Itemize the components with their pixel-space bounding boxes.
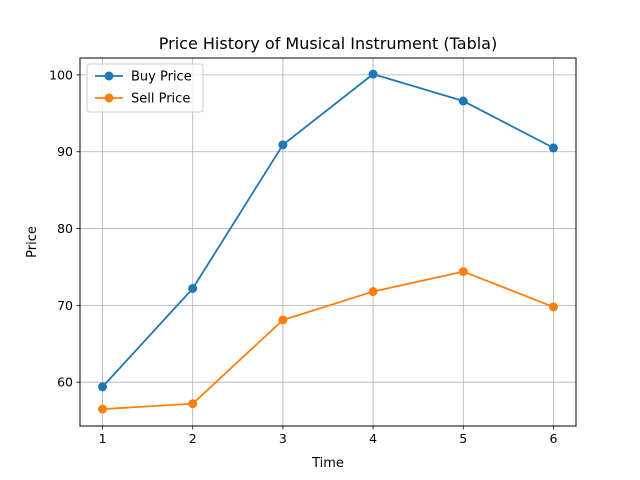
legend-marker: [104, 93, 114, 103]
data-point-buy-price: [188, 283, 198, 293]
series-line-sell-price: [102, 270, 554, 410]
data-point-buy-price: [458, 96, 468, 106]
chart-title: Price History of Musical Instrument (Tab…: [159, 34, 497, 53]
legend-label: Sell Price: [131, 92, 190, 107]
x-tick-label: 1: [99, 431, 107, 446]
x-axis-ticks: 1 2 3 4 5 6: [99, 426, 557, 446]
plot-frame: [79, 57, 577, 427]
y-axis-label: Price: [25, 226, 40, 258]
y-tick-label: 90: [57, 144, 73, 159]
data-point-buy-price: [548, 143, 558, 153]
series-sell-price: [98, 267, 558, 414]
y-tick-label: 70: [57, 298, 73, 313]
legend-item-sell-price: Sell Price: [95, 92, 190, 107]
y-axis-ticks: 60 70 80 90 100: [49, 67, 80, 390]
data-point-buy-price: [368, 69, 378, 79]
data-point-buy-price: [278, 140, 288, 150]
y-tick-label: 100: [49, 67, 73, 82]
grid-lines: [80, 58, 576, 426]
x-tick-label: 2: [189, 431, 197, 446]
x-tick-label: 4: [369, 431, 377, 446]
series-buy-price: [98, 69, 558, 392]
x-tick-label: 3: [279, 431, 287, 446]
legend-marker: [104, 71, 114, 81]
data-point-sell-price: [98, 404, 108, 414]
legend-label: Buy Price: [131, 70, 192, 85]
data-point-sell-price: [368, 287, 378, 297]
x-tick-label: 5: [459, 431, 467, 446]
y-tick-label: 60: [57, 375, 73, 390]
series-layer: [98, 69, 558, 414]
data-point-buy-price: [98, 382, 108, 392]
series-line-buy-price: [101, 73, 554, 388]
y-tick-label: 80: [57, 221, 73, 236]
legend-item-buy-price: Buy Price: [95, 70, 192, 85]
legend: Buy Price Sell Price: [86, 63, 204, 113]
x-tick-label: 6: [549, 431, 557, 446]
data-point-sell-price: [458, 267, 468, 277]
data-point-sell-price: [278, 315, 288, 325]
data-point-sell-price: [188, 399, 198, 409]
data-point-sell-price: [548, 302, 558, 312]
x-axis-label: Time: [311, 456, 344, 471]
